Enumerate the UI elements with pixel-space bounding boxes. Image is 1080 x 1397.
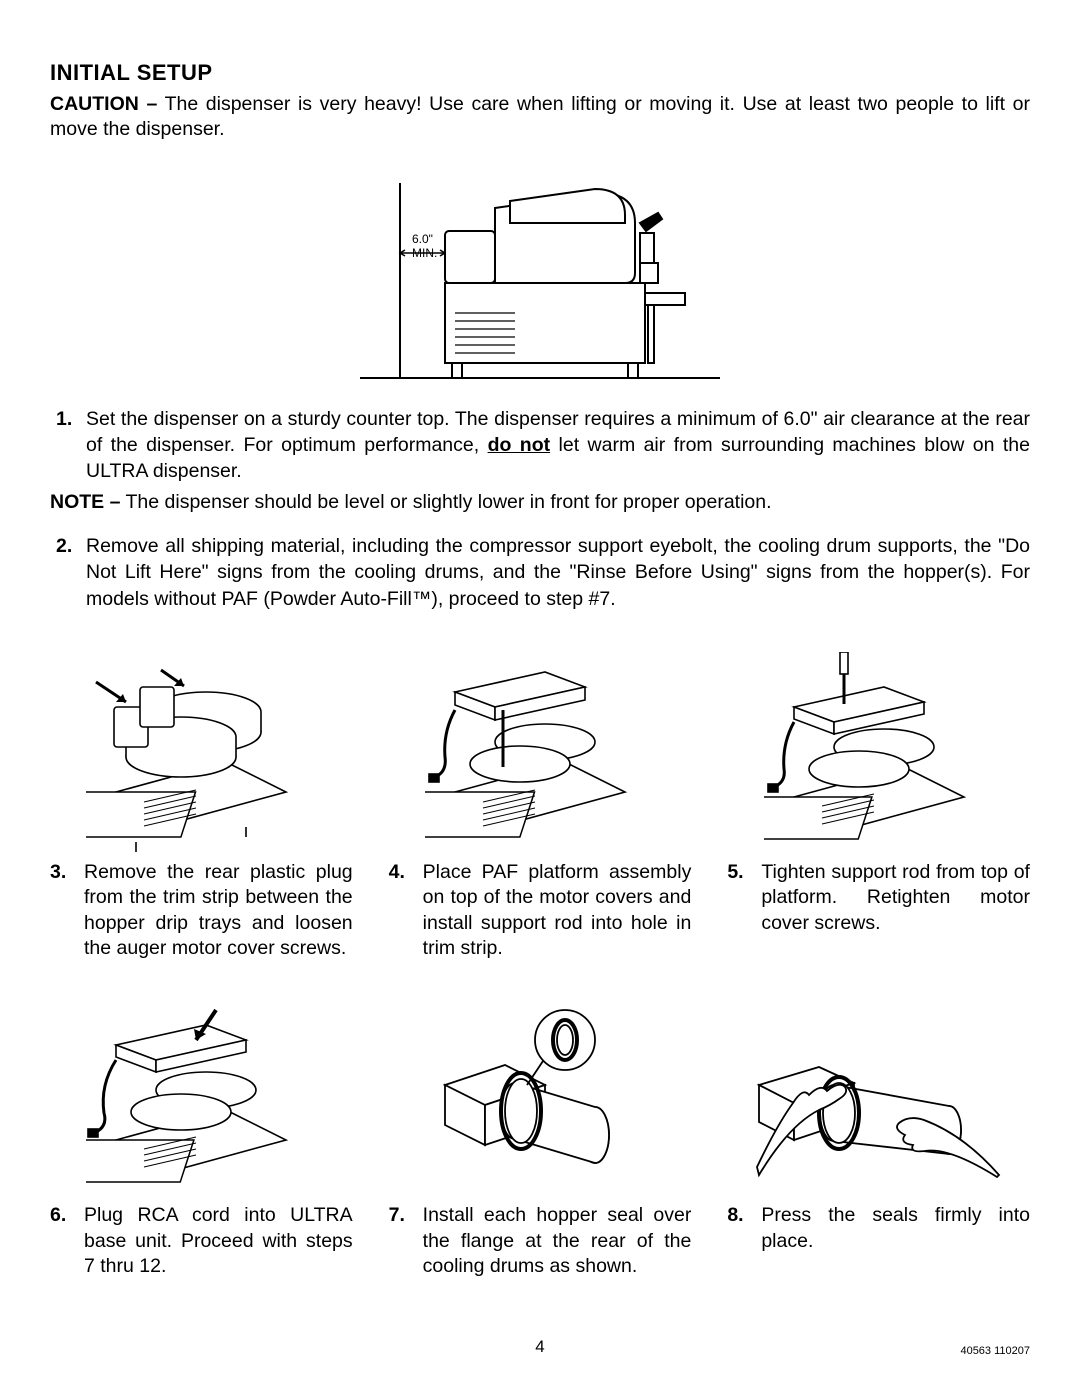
step-5-num: 5. — [727, 860, 761, 936]
step-3-text: 3. Remove the rear plastic plug from the… — [50, 860, 353, 961]
list-item-1: 1. Set the dispenser on a sturdy counter… — [86, 406, 1030, 485]
step-4-diagram — [425, 652, 655, 852]
step-4-body: Place PAF platform assembly on top of th… — [423, 860, 692, 961]
list-num-2: 2. — [56, 533, 72, 559]
step-3-cell: 3. Remove the rear plastic plug from the… — [50, 642, 353, 961]
step-8-body: Press the seals firmly into place. — [761, 1203, 1030, 1254]
step-8-text: 8. Press the seals firmly into place. — [727, 1203, 1030, 1254]
note-paragraph: NOTE – The dispenser should be level or … — [50, 489, 1030, 515]
step-5-text: 5. Tighten support rod from top of platf… — [727, 860, 1030, 936]
top-instruction-list: 1. Set the dispenser on a sturdy counter… — [50, 406, 1030, 485]
step-4-cell: 4. Place PAF platform assembly on top of… — [389, 642, 692, 961]
page-number: 4 — [0, 1337, 1080, 1357]
step-8-diagram — [749, 1025, 1009, 1195]
step-6-text: 6. Plug RCA cord into ULTRA base unit. P… — [50, 1203, 353, 1279]
caution-text: The dispenser is very heavy! Use care wh… — [50, 93, 1030, 140]
note-label: NOTE – — [50, 491, 120, 513]
doc-code: 40563 110207 — [960, 1345, 1030, 1357]
step-8-cell: 8. Press the seals firmly into place. — [727, 985, 1030, 1279]
step-3-num: 3. — [50, 860, 84, 961]
step-7-text: 7. Install each hopper seal over the fla… — [389, 1203, 692, 1279]
steps-grid: 3. Remove the rear plastic plug from the… — [50, 642, 1030, 1279]
top-instruction-list-2: 2. Remove all shipping material, includi… — [50, 533, 1030, 612]
min-label-value: 6.0" — [412, 232, 433, 246]
min-label-text: MIN. — [412, 246, 437, 260]
note-text: The dispenser should be level or slightl… — [126, 491, 772, 513]
step-7-cell: 7. Install each hopper seal over the fla… — [389, 985, 692, 1279]
main-diagram: 6.0" MIN. — [340, 153, 740, 388]
list-item-2-text: Remove all shipping material, including … — [86, 535, 1030, 610]
step-3-body: Remove the rear plastic plug from the tr… — [84, 860, 353, 961]
step-5-cell: 5. Tighten support rod from top of platf… — [727, 642, 1030, 961]
heading-initial-setup: INITIAL SETUP — [50, 60, 1030, 86]
step-4-num: 4. — [389, 860, 423, 961]
step-7-body: Install each hopper seal over the flange… — [423, 1203, 692, 1279]
step-8-num: 8. — [727, 1203, 761, 1254]
step-7-num: 7. — [389, 1203, 423, 1279]
list-item-1-donot: do not — [488, 434, 551, 456]
step-5-diagram — [764, 652, 994, 852]
step-6-cell: 6. Plug RCA cord into ULTRA base unit. P… — [50, 985, 353, 1279]
step-4-text: 4. Place PAF platform assembly on top of… — [389, 860, 692, 961]
caution-paragraph: CAUTION – The dispenser is very heavy! U… — [50, 92, 1030, 143]
step-5-body: Tighten support rod from top of platform… — [761, 860, 1030, 936]
document-page: INITIAL SETUP CAUTION – The dispenser is… — [0, 0, 1080, 1397]
caution-label: CAUTION – — [50, 93, 157, 115]
list-item-2: 2. Remove all shipping material, includi… — [86, 533, 1030, 612]
list-num-1: 1. — [56, 406, 72, 432]
step-7-diagram — [425, 1005, 655, 1195]
step-6-num: 6. — [50, 1203, 84, 1279]
step-3-diagram — [86, 652, 316, 852]
step-6-diagram — [86, 995, 316, 1195]
step-6-body: Plug RCA cord into ULTRA base unit. Proc… — [84, 1203, 353, 1279]
